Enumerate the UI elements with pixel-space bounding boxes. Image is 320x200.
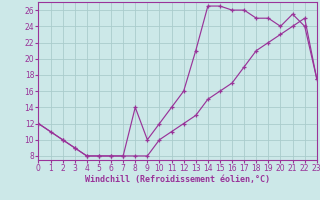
X-axis label: Windchill (Refroidissement éolien,°C): Windchill (Refroidissement éolien,°C) [85, 175, 270, 184]
